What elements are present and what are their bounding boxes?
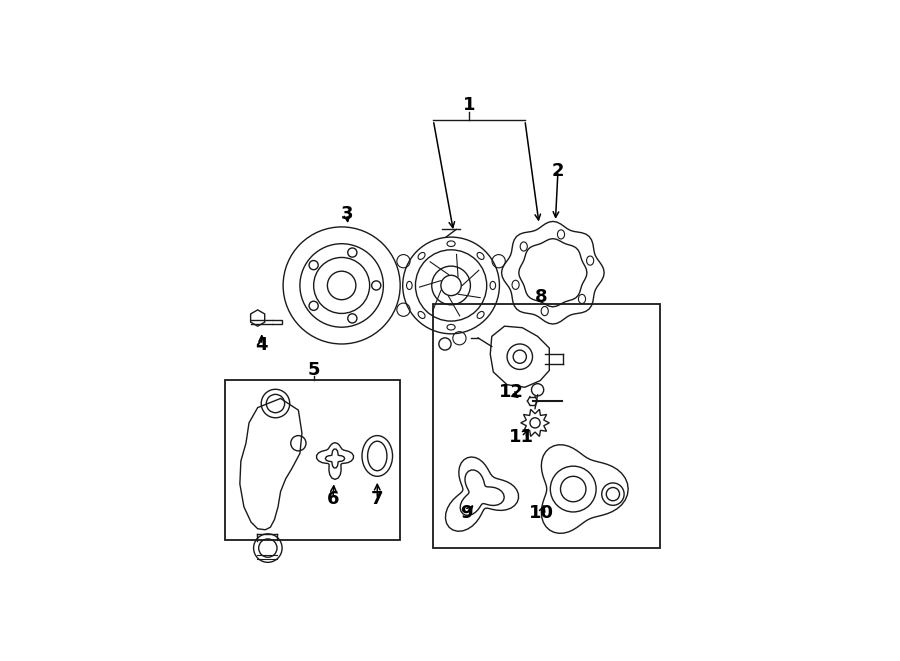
Text: 8: 8	[536, 288, 548, 306]
Text: 11: 11	[508, 428, 534, 446]
Text: 12: 12	[499, 383, 524, 401]
Text: 1: 1	[463, 96, 475, 114]
Bar	[433, 304, 660, 547]
Text: 6: 6	[327, 490, 339, 508]
Text: 4: 4	[256, 336, 268, 354]
Text: 2: 2	[552, 162, 564, 180]
Text: 7: 7	[371, 490, 383, 508]
Text: 5: 5	[308, 362, 320, 379]
Text: 10: 10	[529, 504, 554, 522]
Text: 9: 9	[460, 504, 473, 522]
Text: 3: 3	[340, 205, 353, 223]
Bar	[225, 379, 400, 540]
